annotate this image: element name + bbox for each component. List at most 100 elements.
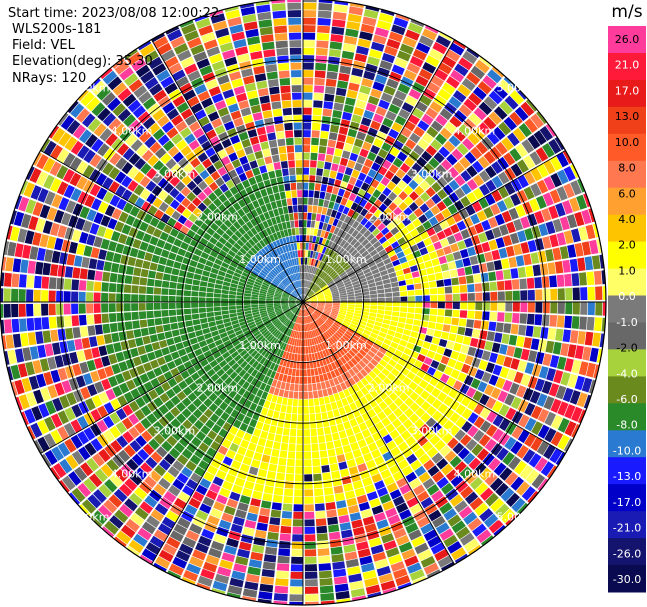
range-gate	[317, 18, 331, 26]
range-gate	[531, 473, 546, 489]
range-gate	[581, 377, 593, 393]
range-gate	[452, 442, 465, 455]
range-gate	[446, 235, 457, 245]
range-gate	[473, 107, 487, 121]
range-gate	[413, 277, 421, 284]
range-gate	[398, 108, 411, 120]
range-gate	[468, 92, 482, 106]
range-gate	[470, 213, 480, 225]
range-gate	[423, 163, 435, 174]
range-gate	[320, 214, 326, 223]
range-gate	[494, 213, 505, 226]
range-gate	[503, 269, 512, 280]
range-gate	[538, 366, 549, 379]
range-gate	[510, 476, 524, 491]
range-gate	[525, 99, 538, 112]
range-gate	[503, 76, 516, 89]
range-gate	[576, 194, 588, 210]
range-gate	[557, 401, 569, 416]
range-gate	[510, 163, 523, 177]
range-gate	[571, 359, 582, 374]
range-gate	[452, 251, 462, 261]
range-gate	[388, 202, 398, 212]
range-gate	[332, 218, 339, 227]
range-gate	[496, 447, 509, 461]
range-gate	[443, 245, 452, 255]
range-gate	[506, 221, 516, 234]
range-gate	[306, 257, 310, 265]
range-gate	[419, 94, 432, 107]
range-gate	[374, 155, 385, 166]
range-gate	[403, 196, 414, 206]
range-gate	[393, 17, 409, 29]
range-gate	[499, 100, 513, 115]
range-gate	[312, 235, 317, 244]
range-gate	[400, 296, 408, 302]
range-gate	[411, 271, 420, 278]
range-gate	[389, 146, 400, 157]
range-gate	[474, 283, 483, 292]
range-gate	[475, 302, 483, 311]
range-gate	[505, 245, 515, 257]
range-gate	[402, 36, 417, 48]
range-gate	[349, 2, 364, 9]
range-gate	[463, 452, 476, 465]
range-gate	[484, 438, 497, 452]
range-gate	[314, 221, 320, 229]
range-gate	[531, 405, 543, 420]
range-gate	[343, 143, 353, 152]
range-gate	[491, 342, 501, 353]
range-gate	[569, 197, 580, 212]
range-gate	[516, 385, 527, 398]
range-gate	[381, 227, 390, 236]
range-gate	[488, 352, 498, 363]
range-gate	[522, 449, 536, 464]
range-gate	[406, 62, 421, 74]
range-gate	[564, 358, 574, 372]
range-gate	[448, 135, 461, 148]
range-gate	[539, 126, 553, 141]
range-gate	[538, 339, 547, 352]
range-gate	[364, 220, 373, 230]
range-gate	[547, 327, 556, 340]
range-gate	[578, 226, 589, 241]
range-gate	[445, 49, 461, 62]
range-gate	[448, 96, 462, 109]
range-gate	[474, 222, 484, 234]
range-gate	[555, 202, 566, 217]
range-gate	[509, 148, 522, 162]
range-gate	[523, 171, 536, 185]
range-gate	[544, 411, 556, 426]
range-gate	[397, 151, 408, 162]
range-gate	[490, 302, 498, 311]
range-gate	[520, 101, 535, 117]
range-gate	[357, 92, 369, 102]
range-gate	[391, 241, 400, 249]
range-gate	[368, 224, 377, 233]
range-gate	[323, 101, 334, 110]
range-gate	[562, 259, 571, 273]
range-gate	[465, 204, 476, 216]
range-gate	[378, 99, 390, 110]
range-gate	[371, 162, 381, 172]
range-gate	[320, 230, 326, 238]
range-gate	[355, 99, 367, 109]
range-gate	[402, 217, 412, 227]
range-gate	[424, 209, 434, 220]
range-gate	[559, 246, 569, 260]
range-gate	[449, 455, 462, 468]
range-gate	[316, 168, 324, 176]
range-gate	[454, 187, 466, 199]
range-gate	[325, 78, 337, 87]
range-gate	[530, 252, 540, 264]
range-gate	[367, 168, 377, 179]
range-gate	[445, 294, 453, 301]
colorbar-tick-label: 4.0	[618, 213, 636, 226]
range-gate	[589, 379, 596, 394]
range-gate	[354, 162, 363, 172]
range-gate	[384, 245, 393, 253]
range-gate	[468, 112, 482, 126]
range-gate	[549, 156, 563, 171]
range-gate	[303, 92, 313, 100]
range-gate	[356, 45, 369, 56]
